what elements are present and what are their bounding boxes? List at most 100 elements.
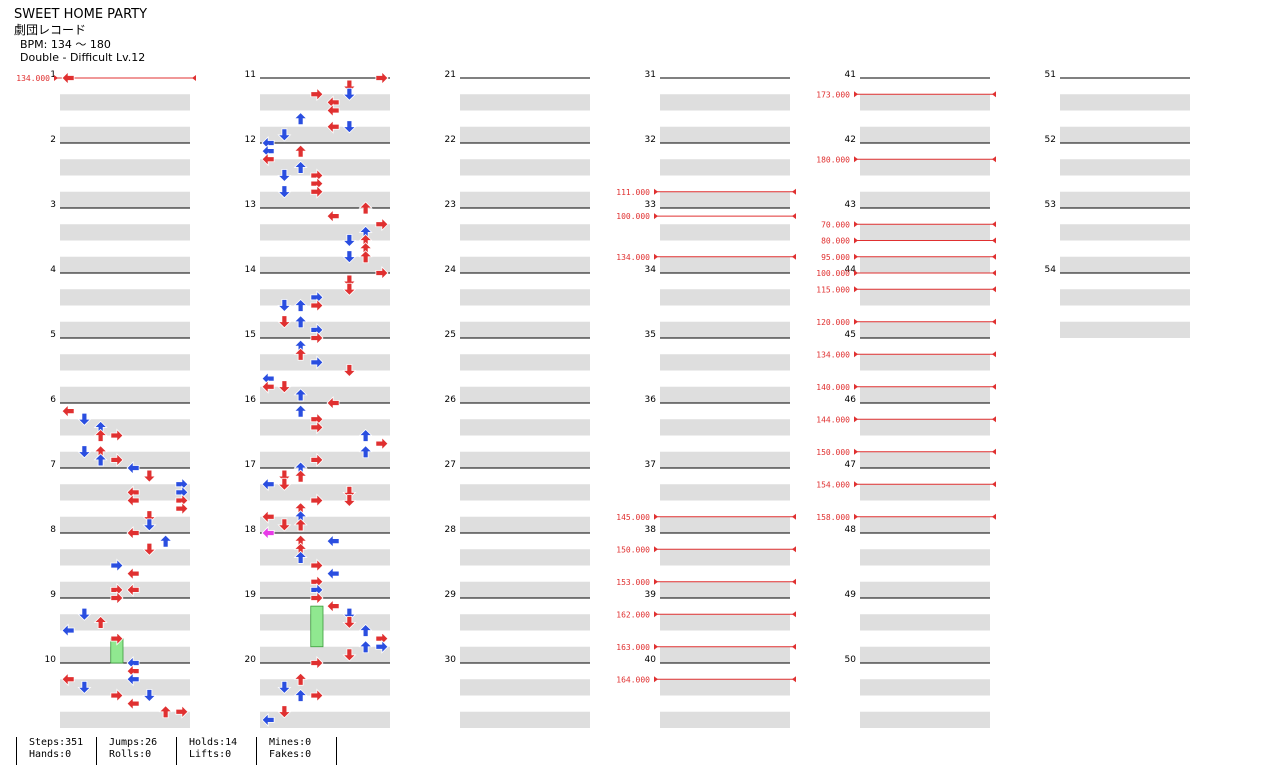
- beat-band: [860, 516, 990, 533]
- arrow-shape: [326, 599, 340, 614]
- beat-band: [860, 549, 990, 566]
- measure-number: 13: [245, 200, 256, 210]
- beat-band: [660, 679, 790, 696]
- arrow-shape: [326, 396, 340, 410]
- bpm-marker: [854, 156, 858, 163]
- beat-band: [260, 386, 390, 403]
- measure-number: 34: [645, 265, 657, 275]
- arrow-note-icon: [142, 469, 157, 483]
- beat-band: [260, 581, 390, 598]
- arrow-shape: [293, 688, 308, 702]
- arrow-shape: [342, 607, 357, 621]
- arrow-shape: [310, 688, 324, 703]
- measure-number: 7: [50, 460, 56, 470]
- arrow-note-icon: [358, 428, 373, 442]
- measure-number: 24: [445, 265, 457, 275]
- arrow-shape: [310, 558, 324, 573]
- beat-band: [60, 711, 190, 728]
- arrow-shape: [375, 436, 389, 451]
- stat-cell: Mines:0 Fakes:0: [257, 737, 337, 765]
- arrow-note-icon: [277, 469, 292, 483]
- arrow-note-icon: [326, 566, 340, 581]
- bpm-marker: [792, 643, 796, 650]
- arrow-note-icon: [93, 615, 108, 629]
- beat-band: [1060, 126, 1190, 143]
- arrow-shape: [110, 558, 124, 573]
- beat-band: [460, 614, 590, 631]
- arrow-note-icon: [342, 648, 357, 662]
- beat-band: [260, 419, 390, 436]
- stat-cell: Jumps:26 Rolls:0: [97, 737, 177, 765]
- measure-number: 9: [50, 590, 56, 600]
- beat-band: [60, 549, 190, 566]
- bpm-marker: [992, 221, 996, 228]
- bpm-value: 100.000: [816, 269, 850, 278]
- arrow-note-icon: [293, 298, 308, 312]
- measure-number: 11: [245, 70, 256, 80]
- arrow-shape: [277, 477, 292, 491]
- beat-band: [460, 94, 590, 111]
- beat-band: [660, 419, 790, 436]
- arrow-shape: [342, 615, 357, 629]
- bpm-value: 150.000: [816, 448, 850, 457]
- arrow-shape: [293, 347, 308, 361]
- arrow-shape: [93, 615, 108, 629]
- beat-band: [60, 321, 190, 338]
- arrow-shape: [342, 494, 357, 508]
- bpm-marker: [854, 318, 858, 325]
- arrow-note-icon: [342, 274, 357, 288]
- arrow-note-icon: [77, 412, 92, 426]
- arrow-shape: [310, 591, 324, 605]
- bpm-marker: [854, 416, 858, 423]
- arrow-shape: [358, 201, 373, 215]
- song-title: SWEET HOME PARTY: [14, 7, 148, 22]
- arrow-note-icon: [342, 485, 357, 499]
- arrow-note-icon: [310, 591, 324, 605]
- measure-number: 41: [845, 70, 856, 80]
- bpm-marker: [654, 513, 658, 520]
- bpm-value: 134.000: [816, 350, 850, 359]
- bpm-range: BPM: 134 ～ 180: [20, 38, 111, 51]
- arrow-note-icon: [375, 436, 389, 451]
- arrow-shape: [277, 185, 292, 199]
- beat-band: [460, 419, 590, 436]
- arrow-note-icon: [110, 428, 124, 443]
- arrow-shape: [77, 680, 92, 694]
- measure-number: 10: [45, 655, 57, 665]
- beat-band: [260, 159, 390, 176]
- arrow-shape: [310, 184, 324, 199]
- bpm-marker: [854, 270, 858, 276]
- arrow-shape: [358, 445, 373, 459]
- bpm-value: 180.000: [816, 155, 850, 164]
- arrow-note-icon: [342, 607, 357, 621]
- measure-number: 4: [50, 265, 56, 275]
- arrow-note-icon: [293, 518, 308, 532]
- measure-number: 18: [245, 525, 257, 535]
- bpm-marker: [854, 286, 858, 293]
- measure-number: 28: [445, 525, 457, 535]
- bpm-value: 70.000: [821, 220, 850, 229]
- bpm-marker: [792, 213, 796, 220]
- beat-band: [260, 711, 390, 728]
- beat-band: [60, 646, 190, 663]
- arrow-note-icon: [358, 640, 373, 654]
- arrow-shape: [326, 103, 340, 118]
- measure-number: 47: [845, 460, 856, 470]
- arrow-note-icon: [310, 558, 324, 573]
- arrow-shape: [126, 696, 140, 711]
- arrow-shape: [126, 582, 140, 597]
- beat-band: [860, 256, 990, 273]
- measure-number: 44: [845, 265, 857, 275]
- stat-holds: Holds:14: [189, 737, 238, 748]
- arrow-note-icon: [358, 623, 373, 637]
- arrow-shape: [293, 404, 308, 418]
- beat-band: [860, 354, 990, 371]
- arrow-shape: [277, 680, 292, 694]
- arrow-shape: [93, 428, 108, 442]
- bpm-value: 95.000: [821, 253, 850, 262]
- measure-number: 14: [245, 265, 257, 275]
- measure-number: 46: [845, 395, 857, 405]
- arrow-note-icon: [326, 599, 340, 614]
- measure-number: 21: [445, 70, 456, 80]
- beat-band: [460, 711, 590, 728]
